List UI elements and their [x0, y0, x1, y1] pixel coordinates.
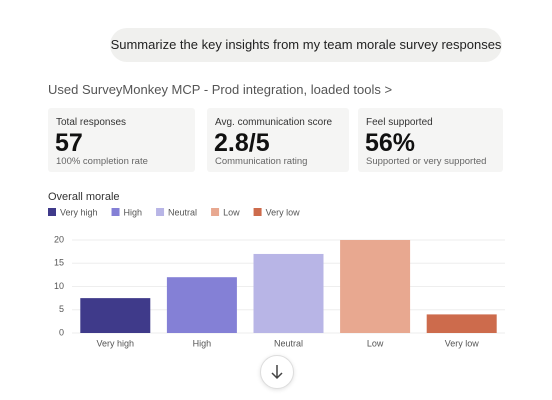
- user-message: Summarize the key insights from my team …: [110, 28, 502, 62]
- legend-swatch: [48, 208, 56, 216]
- card-sub: Communication rating: [215, 156, 308, 167]
- card-value: 57: [55, 129, 83, 157]
- legend-swatch: [156, 208, 165, 216]
- scroll-down-button[interactable]: [260, 355, 294, 389]
- legend-label: Very high: [60, 207, 98, 217]
- tool-call[interactable]: Used SurveyMonkey MCP - Prod integration…: [48, 82, 393, 97]
- bar: [340, 240, 411, 333]
- chart: Overall morale Very high High Neutral Low Ve…: [48, 191, 505, 348]
- y-tick-label: 0: [59, 327, 64, 337]
- y-tick-label: 5: [59, 304, 64, 314]
- y-tick-label: 10: [54, 281, 64, 291]
- y-tick-label: 15: [54, 258, 64, 268]
- card-sub: 100% completion rate: [56, 156, 148, 167]
- x-tick-label: Very low: [445, 338, 480, 348]
- card-value: 2.8/5: [214, 129, 270, 157]
- legend-swatch: [111, 208, 120, 216]
- legend-swatch: [253, 208, 262, 216]
- y-tick-label: 20: [54, 234, 64, 244]
- card-value: 56%: [365, 129, 416, 157]
- card-sub: Supported or very supported: [366, 156, 487, 167]
- stat-card: Avg. communication score 2.8/5 Communica…: [207, 108, 349, 172]
- stat-card: Feel supported 56% Supported or very sup…: [358, 108, 503, 172]
- bar: [80, 298, 151, 333]
- legend-swatch: [211, 208, 220, 216]
- card-label: Feel supported: [366, 117, 433, 128]
- chart-title: Overall morale: [48, 191, 120, 203]
- legend-label: Very low: [266, 207, 301, 217]
- x-tick-label: Neutral: [274, 338, 303, 348]
- card-label: Avg. communication score: [215, 117, 333, 128]
- bar: [253, 253, 324, 333]
- legend-label: Neutral: [168, 207, 197, 217]
- card-label: Total responses: [56, 117, 127, 128]
- legend-label: High: [124, 207, 143, 217]
- arrow-icon: [271, 365, 283, 380]
- x-tick-label: Low: [367, 338, 384, 348]
- stat-card: Total responses 57 100% completion rate: [48, 108, 195, 172]
- bar: [426, 314, 497, 333]
- legend-label: Low: [223, 207, 240, 217]
- x-tick-label: High: [193, 338, 212, 348]
- x-tick-label: Very high: [97, 338, 135, 348]
- bar: [166, 277, 237, 333]
